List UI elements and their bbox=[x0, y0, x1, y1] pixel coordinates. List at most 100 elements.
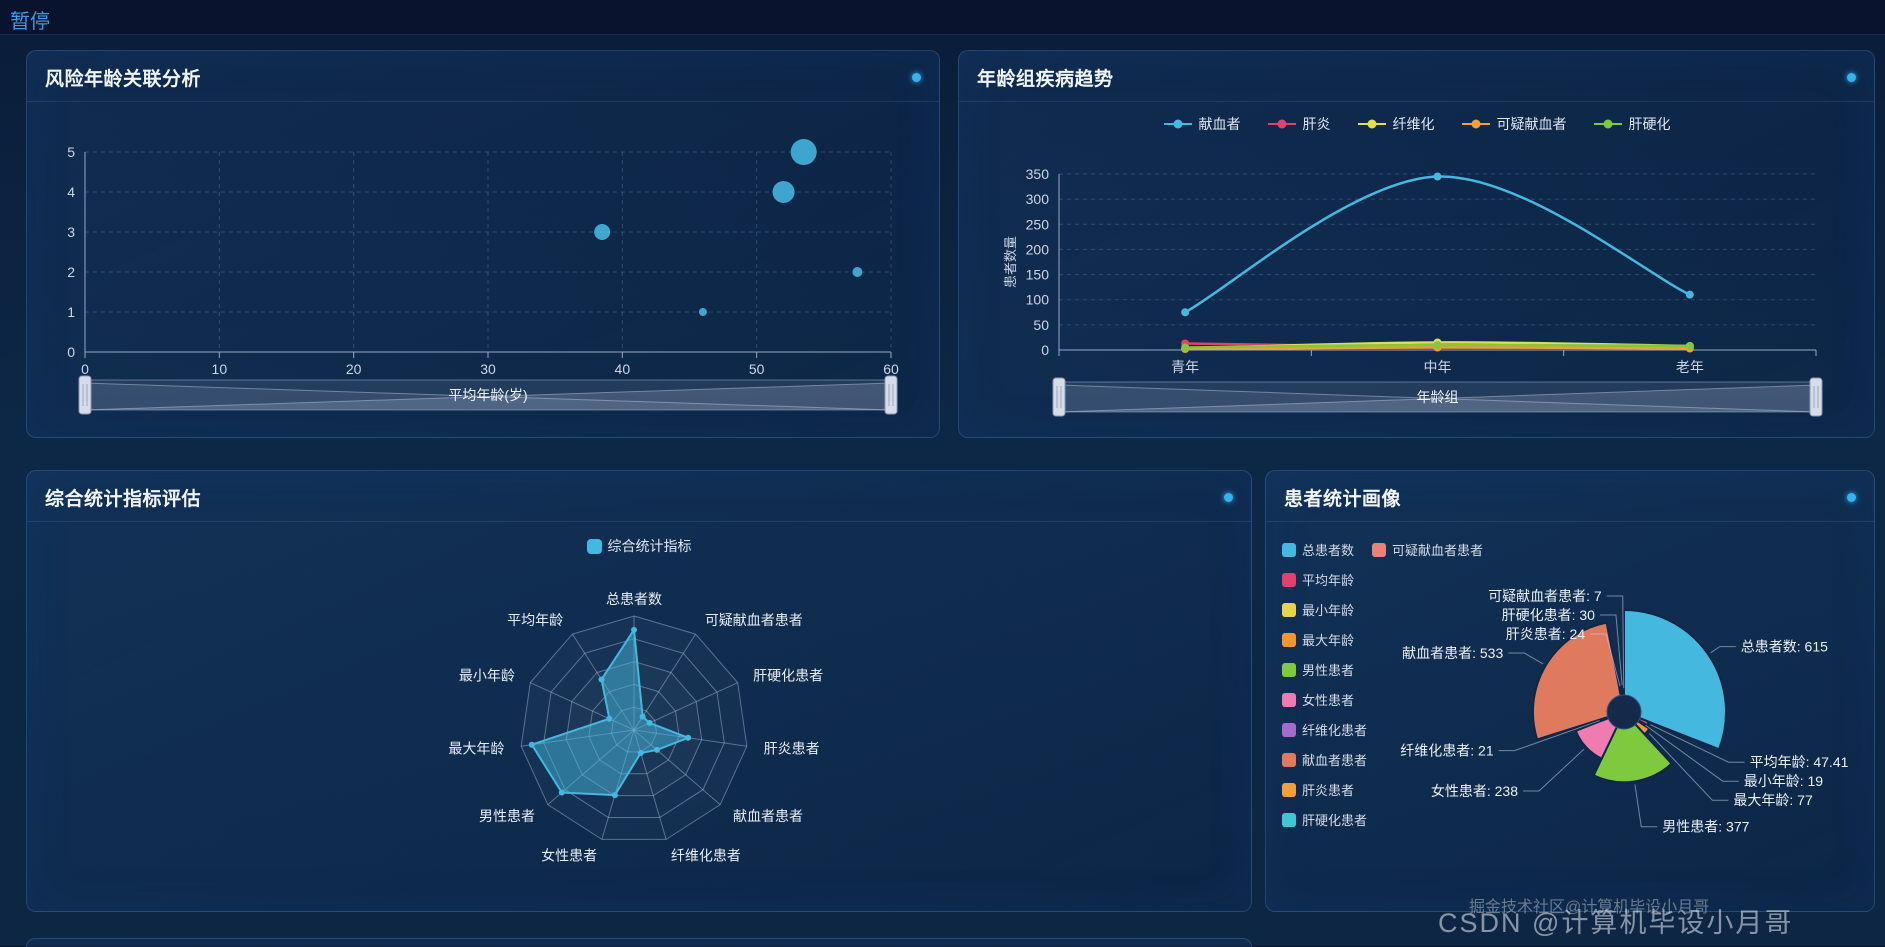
pie-label-line bbox=[1523, 749, 1584, 791]
panel-patient-portrait: 患者统计画像 总患者数可疑献血者患者 平均年龄最小年龄最大年龄男性患者女性患者纤… bbox=[1265, 470, 1875, 912]
pie-center-hole bbox=[1607, 695, 1641, 729]
panel-title: 患者统计画像 bbox=[1284, 484, 1401, 511]
legend-square-marker bbox=[1282, 783, 1296, 797]
pie-label: 可疑献血者患者: 7 bbox=[1488, 588, 1602, 604]
radar-axis-label: 肝炎患者 bbox=[764, 741, 820, 757]
radar-axis-label: 女性患者 bbox=[541, 848, 597, 864]
radar-legend: 综合统计指标 bbox=[43, 534, 1235, 558]
scatter-point[interactable] bbox=[594, 224, 610, 240]
pie-label: 男性患者: 377 bbox=[1662, 819, 1749, 835]
pie-legend: 总患者数可疑献血者患者 平均年龄最小年龄最大年龄男性患者女性患者纤维化患者献血者… bbox=[1282, 540, 1483, 829]
line-series-献血者 bbox=[1185, 176, 1690, 312]
panel-title: 年龄组疾病趋势 bbox=[977, 64, 1114, 91]
radar-vertex bbox=[685, 735, 691, 741]
x-tick-label: 20 bbox=[346, 361, 362, 377]
legend-square-marker bbox=[1282, 663, 1296, 677]
x-tick-label: 0 bbox=[81, 361, 89, 377]
legend-square-marker bbox=[1282, 543, 1296, 557]
pie-legend-column: 平均年龄最小年龄最大年龄男性患者女性患者纤维化患者献血者患者肝炎患者肝硬化患者 bbox=[1282, 570, 1483, 829]
pie-label-line bbox=[1635, 784, 1657, 826]
scatter-point[interactable] bbox=[773, 181, 795, 203]
datazoom-handle[interactable] bbox=[885, 376, 897, 414]
scatter-point[interactable] bbox=[699, 308, 707, 316]
legend-item-总患者数[interactable]: 总患者数 bbox=[1282, 540, 1354, 559]
radar-axis-label: 平均年龄 bbox=[507, 612, 563, 628]
legend-square-marker bbox=[1282, 573, 1296, 587]
legend-item-可疑献血者[interactable]: 可疑献血者 bbox=[1461, 114, 1567, 134]
pie-label-line bbox=[1711, 647, 1736, 653]
legend-item-综合统计指标[interactable]: 综合统计指标 bbox=[587, 536, 692, 556]
line-point[interactable] bbox=[1181, 343, 1189, 351]
panel-header: 年龄组疾病趋势 bbox=[959, 51, 1874, 102]
radar-vertex bbox=[631, 627, 637, 633]
y-tick-label: 4 bbox=[67, 184, 75, 200]
radar-vertex bbox=[529, 742, 535, 748]
pie-label: 最大年龄: 77 bbox=[1733, 792, 1813, 808]
pie-label: 总患者数: 615 bbox=[1741, 639, 1828, 655]
radar-vertex bbox=[599, 676, 605, 682]
legend-item-平均年龄[interactable]: 平均年龄 bbox=[1282, 570, 1483, 589]
legend-item-纤维化患者[interactable]: 纤维化患者 bbox=[1282, 720, 1483, 739]
age-group-trend-chart[interactable]: 050100150200250300350青年中年老年患者数量年龄组 bbox=[975, 136, 1858, 426]
scatter-point[interactable] bbox=[852, 267, 862, 277]
pause-button[interactable]: 暂停 bbox=[10, 5, 50, 34]
line-point[interactable] bbox=[1686, 342, 1694, 350]
y-tick-label: 0 bbox=[1041, 342, 1049, 358]
radar-vertex bbox=[606, 716, 612, 722]
legend-item-献血者患者[interactable]: 献血者患者 bbox=[1282, 750, 1483, 769]
legend-line-marker bbox=[1357, 118, 1387, 130]
datazoom-handle[interactable] bbox=[1053, 378, 1065, 416]
radar-axis-label: 纤维化患者 bbox=[671, 848, 741, 864]
legend-item-肝炎患者[interactable]: 肝炎患者 bbox=[1282, 780, 1483, 799]
line-point[interactable] bbox=[1686, 291, 1694, 299]
legend-item-最大年龄[interactable]: 最大年龄 bbox=[1282, 630, 1483, 649]
panel-header: 患者统计画像 bbox=[1266, 471, 1874, 522]
panel-body: 总患者数可疑献血者患者 平均年龄最小年龄最大年龄男性患者女性患者纤维化患者献血者… bbox=[1266, 522, 1874, 909]
pie-label: 肝炎患者: 24 bbox=[1506, 626, 1586, 642]
legend-square-marker bbox=[1282, 693, 1296, 707]
legend-line-marker bbox=[1461, 118, 1491, 130]
legend-square-marker bbox=[587, 539, 602, 554]
legend-item-女性患者[interactable]: 女性患者 bbox=[1282, 690, 1483, 709]
legend-item-肝硬化患者[interactable]: 肝硬化患者 bbox=[1282, 810, 1483, 829]
axis-name-label: 平均年龄(岁) bbox=[448, 387, 527, 403]
panel-indicator-dot bbox=[912, 73, 921, 82]
scatter-point[interactable] bbox=[791, 139, 817, 165]
y-tick-label: 100 bbox=[1026, 292, 1050, 308]
legend-item-男性患者[interactable]: 男性患者 bbox=[1282, 660, 1483, 679]
trend-legend: 献血者 肝炎 纤维化 可疑献血者 肝硬化 bbox=[975, 112, 1858, 136]
legend-line-marker bbox=[1163, 118, 1193, 130]
line-point[interactable] bbox=[1434, 173, 1442, 181]
panel-header: 风险年龄关联分析 bbox=[27, 51, 939, 102]
line-point[interactable] bbox=[1181, 308, 1189, 316]
x-tick-label: 10 bbox=[212, 361, 228, 377]
pie-label: 肝硬化患者: 30 bbox=[1502, 607, 1596, 623]
radar-axis-label: 献血者患者 bbox=[733, 808, 803, 824]
radar-vertex bbox=[612, 792, 618, 798]
y-tick-label: 350 bbox=[1026, 166, 1050, 182]
legend-item-最小年龄[interactable]: 最小年龄 bbox=[1282, 600, 1483, 619]
radar-axis-label: 最小年龄 bbox=[459, 668, 515, 684]
legend-item-可疑献血者患者[interactable]: 可疑献血者患者 bbox=[1372, 540, 1483, 559]
legend-item-纤维化[interactable]: 纤维化 bbox=[1357, 114, 1435, 134]
legend-item-肝炎[interactable]: 肝炎 bbox=[1267, 114, 1331, 134]
legend-square-marker bbox=[1372, 543, 1386, 557]
axis-name-label: 年龄组 bbox=[1417, 389, 1459, 405]
radar-vertex bbox=[640, 714, 646, 720]
x-category-label: 老年 bbox=[1676, 359, 1704, 375]
stats-radar-chart[interactable]: 总患者数可疑献血者患者肝硬化患者肝炎患者献血者患者纤维化患者女性患者男性患者最大… bbox=[43, 558, 1235, 904]
y-tick-label: 2 bbox=[67, 264, 75, 280]
line-point[interactable] bbox=[1434, 341, 1442, 349]
legend-item-肝硬化[interactable]: 肝硬化 bbox=[1593, 114, 1671, 134]
y-tick-label: 1 bbox=[67, 304, 75, 320]
datazoom-handle[interactable] bbox=[1810, 378, 1822, 416]
legend-line-marker bbox=[1593, 118, 1623, 130]
legend-item-献血者[interactable]: 献血者 bbox=[1163, 114, 1241, 134]
radar-axis-label: 肝硬化患者 bbox=[753, 668, 823, 684]
datazoom-handle[interactable] bbox=[79, 376, 91, 414]
radar-vertex bbox=[654, 747, 660, 753]
